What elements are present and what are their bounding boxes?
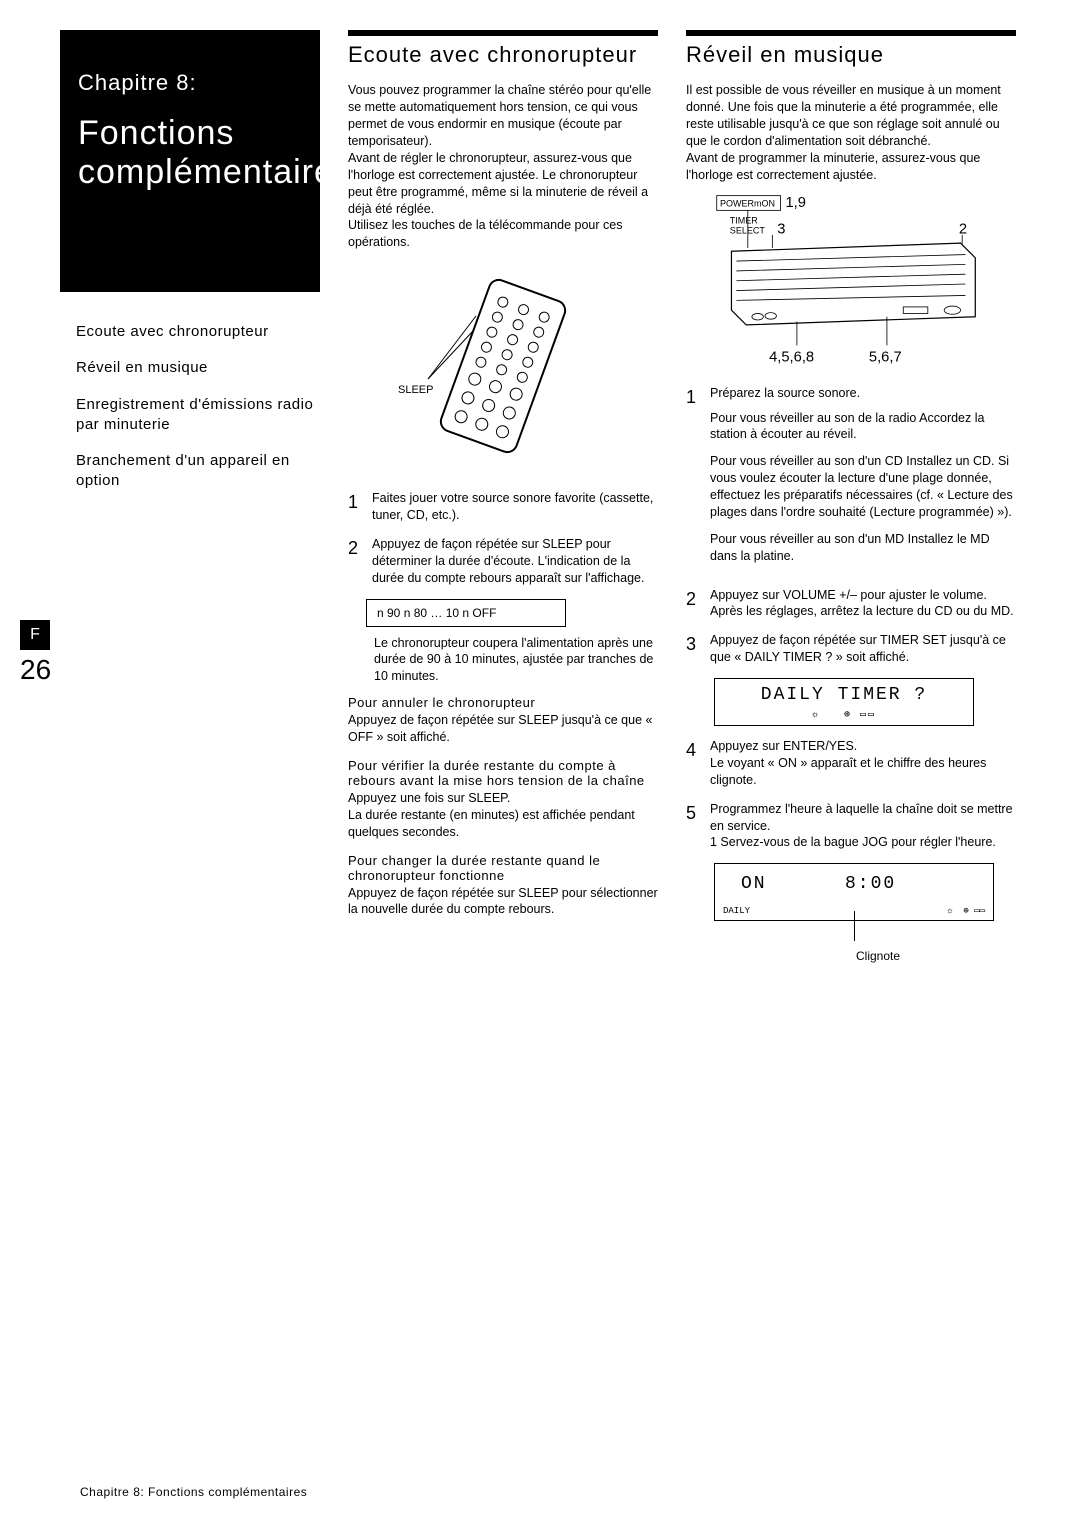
lcd-icons: ☼ ⊕ ▭▭ (715, 709, 973, 721)
section-title-sleep: Ecoute avec chronorupteur (348, 42, 658, 68)
callout-19: 1,9 (785, 195, 805, 211)
sub-text: Appuyez de façon répétée sur SLEEP jusqu… (348, 712, 658, 746)
sleep-label: SLEEP (398, 384, 433, 396)
label-power: POWERmON (720, 198, 775, 208)
intro-text: Il est possible de vous réveiller en mus… (686, 82, 1016, 183)
device-icon: POWERmON 1,9 TIMER SELECT 3 2 (686, 194, 1006, 374)
clignote-arrow (854, 911, 855, 941)
step-1: 1 Préparez la source sonore. Pour vous r… (686, 385, 1016, 575)
toc-item: Branchement d'un appareil en option (66, 451, 320, 492)
step-number: 2 (686, 587, 702, 611)
step-2: 2 Appuyez sur VOLUME +/– pour ajuster le… (686, 587, 1016, 621)
lcd2-bottom-icons: ☼ ⊕ ▭▭ (947, 906, 985, 916)
after-seq-text: Le chronorupteur coupera l'alimentation … (374, 635, 658, 686)
toc-item: Enregistrement d'émissions radio par min… (66, 395, 320, 436)
sub-head: Pour vérifier la durée restante du compt… (348, 758, 658, 788)
step-line: Préparez la source sonore. (710, 385, 1016, 402)
step-number: 2 (348, 536, 364, 560)
page-footer: Chapitre 8: Fonctions complémentaires (80, 1485, 307, 1499)
callout-3: 3 (777, 221, 785, 237)
steps-right: 1 Préparez la source sonore. Pour vous r… (686, 385, 1016, 666)
chapter-header-box: Chapitre 8: Fonctions complémentaires (60, 30, 320, 292)
subsection-change: Pour changer la durée restante quand le … (348, 853, 658, 919)
label-timer1: TIMER (730, 215, 758, 225)
toc-item: Ecoute avec chronorupteur (66, 322, 320, 342)
steps-mid: 1 Faites jouer votre source sonore favor… (348, 490, 658, 586)
callout-567: 5,6,7 (869, 349, 902, 365)
remote-diagram: SLEEP (348, 261, 658, 476)
sleep-sequence-box: n 90 n 80 … 10 n OFF (366, 599, 566, 627)
lcd2-time: 8:00 (845, 874, 896, 894)
callout-2: 2 (959, 221, 967, 237)
chapter-label: Chapitre 8: (78, 70, 302, 96)
page-number: 26 (20, 654, 51, 686)
lcd2-on: ON (741, 874, 767, 894)
step-number: 4 (686, 738, 702, 762)
toc-item: Réveil en musique (66, 358, 320, 378)
step-4: 4 Appuyez sur ENTER/YES. Le voyant « ON … (686, 738, 1016, 789)
subsection-cancel: Pour annuler le chronorupteur Appuyez de… (348, 695, 658, 746)
intro-text: Vous pouvez programmer la chaîne stéréo … (348, 82, 658, 251)
step-text: Appuyez de façon répétée sur SLEEP pour … (372, 536, 658, 587)
device-diagram: POWERmON 1,9 TIMER SELECT 3 2 (686, 194, 1016, 379)
step-text: Appuyez sur ENTER/YES. Le voyant « ON » … (710, 738, 1016, 789)
section-rule (686, 30, 1016, 36)
lcd-display-1: DAILY TIMER ? ☼ ⊕ ▭▭ (714, 678, 974, 726)
lcd-text: DAILY TIMER ? (715, 685, 973, 705)
remote-icon: SLEEP (398, 261, 608, 471)
step-2: 2 Appuyez de façon répétée sur SLEEP pou… (348, 536, 658, 587)
step-text: Appuyez de façon répétée sur TIMER SET j… (710, 632, 1016, 666)
sub-head: Pour annuler le chronorupteur (348, 695, 658, 710)
step-text: Appuyez sur VOLUME +/– pour ajuster le v… (710, 587, 1016, 621)
sub-head: Pour changer la durée restante quand le … (348, 853, 658, 883)
column-mid: Ecoute avec chronorupteur Vous pouvez pr… (348, 30, 658, 963)
steps-right-2: 4 Appuyez sur ENTER/YES. Le voyant « ON … (686, 738, 1016, 851)
side-tab-letter: F (20, 620, 50, 650)
lcd2-bottom-left: DAILY (723, 906, 750, 916)
step-5: 5 Programmez l'heure à laquelle la chaîn… (686, 801, 1016, 852)
step-text: Préparez la source sonore. Pour vous rév… (710, 385, 1016, 575)
sub-text: Appuyez de façon répétée sur SLEEP pour … (348, 885, 658, 919)
subsection-check: Pour vérifier la durée restante du compt… (348, 758, 658, 841)
step-number: 1 (686, 385, 702, 409)
clignote-caption: Clignote (856, 949, 1016, 963)
step-1: 1 Faites jouer votre source sonore favor… (348, 490, 658, 524)
section-title-wake: Réveil en musique (686, 42, 1016, 68)
step-number: 5 (686, 801, 702, 825)
toc: Ecoute avec chronorupteur Réveil en musi… (60, 322, 320, 492)
callout-4568: 4,5,6,8 (769, 349, 814, 365)
section-rule (348, 30, 658, 36)
step-subtext: Pour vous réveiller au son d'un MD Insta… (710, 531, 1016, 565)
step-3: 3 Appuyez de façon répétée sur TIMER SET… (686, 632, 1016, 666)
chapter-title: Fonctions complémentaires (78, 114, 302, 192)
step-subtext: Pour vous réveiller au son d'un CD Insta… (710, 453, 1016, 521)
step-number: 3 (686, 632, 702, 656)
step-subtext: Pour vous réveiller au son de la radio A… (710, 410, 1016, 444)
page-root: Chapitre 8: Fonctions complémentaires Ec… (60, 30, 1030, 963)
step-text: Faites jouer votre source sonore favorit… (372, 490, 658, 524)
page-side: F 26 (20, 620, 51, 686)
step-text: Programmez l'heure à laquelle la chaîne … (710, 801, 1016, 852)
step-number: 1 (348, 490, 364, 514)
sub-text: Appuyez une fois sur SLEEP. La durée res… (348, 790, 658, 841)
column-right: Réveil en musique Il est possible de vou… (686, 30, 1016, 963)
column-left: Chapitre 8: Fonctions complémentaires Ec… (60, 30, 320, 963)
